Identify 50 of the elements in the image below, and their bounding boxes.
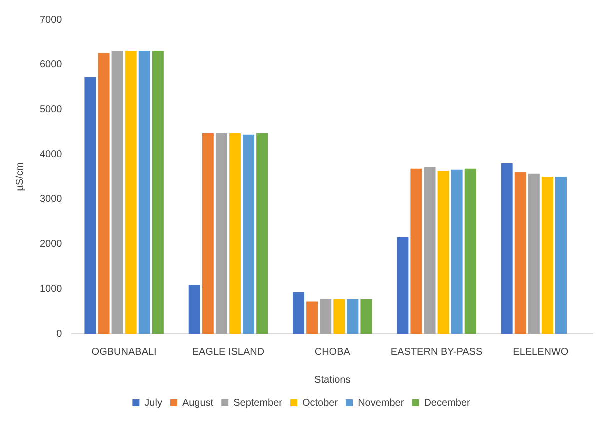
y-tick-label: 7000 xyxy=(40,14,63,26)
y-tick-label: 3000 xyxy=(40,194,63,206)
legend-label: October xyxy=(302,398,339,409)
legend-label: December xyxy=(424,398,471,409)
bar xyxy=(256,133,268,334)
bar xyxy=(293,292,305,334)
bar xyxy=(501,164,513,334)
y-tick-label: 4000 xyxy=(40,149,63,160)
bar xyxy=(188,285,200,334)
x-tick-label: CHOBA xyxy=(314,346,351,358)
y-axis-title: µS/cm xyxy=(14,162,26,192)
bar xyxy=(438,171,450,334)
bar xyxy=(152,50,164,334)
y-tick-label: 5000 xyxy=(40,104,63,116)
bar xyxy=(451,170,463,334)
bar xyxy=(112,50,124,334)
bar xyxy=(334,299,346,334)
bar xyxy=(424,167,436,334)
bar xyxy=(464,168,476,334)
x-tick-label: OGBUNABALI xyxy=(92,346,157,358)
legend-label: August xyxy=(182,398,214,409)
x-tick-label: ELELENWO xyxy=(513,346,569,358)
bar xyxy=(306,302,318,334)
legend-label: September xyxy=(234,398,284,409)
x-tick-label: EASTERN BY-PASS xyxy=(390,346,483,358)
bar xyxy=(98,53,110,334)
legend-label: July xyxy=(144,398,162,409)
bar xyxy=(229,133,241,334)
bar xyxy=(216,133,228,334)
bar xyxy=(360,299,372,334)
y-tick-label: 1000 xyxy=(40,284,63,295)
bar xyxy=(243,134,255,334)
bar xyxy=(555,177,567,334)
bar xyxy=(125,50,137,334)
bar xyxy=(84,77,96,334)
bar xyxy=(347,299,359,334)
y-tick-label: 0 xyxy=(56,328,63,340)
legend-label: November xyxy=(358,398,405,409)
bar xyxy=(202,133,214,334)
y-tick-label: 2000 xyxy=(40,239,63,250)
bar xyxy=(514,172,526,334)
bar xyxy=(320,299,332,334)
x-tick-label: EAGLE ISLAND xyxy=(192,346,265,358)
x-axis-title: Stations xyxy=(314,374,351,386)
bar xyxy=(397,238,409,334)
bar xyxy=(528,174,540,334)
bar xyxy=(138,50,150,334)
bar xyxy=(410,168,422,334)
bar xyxy=(542,177,554,334)
y-tick-label: 6000 xyxy=(40,60,63,71)
